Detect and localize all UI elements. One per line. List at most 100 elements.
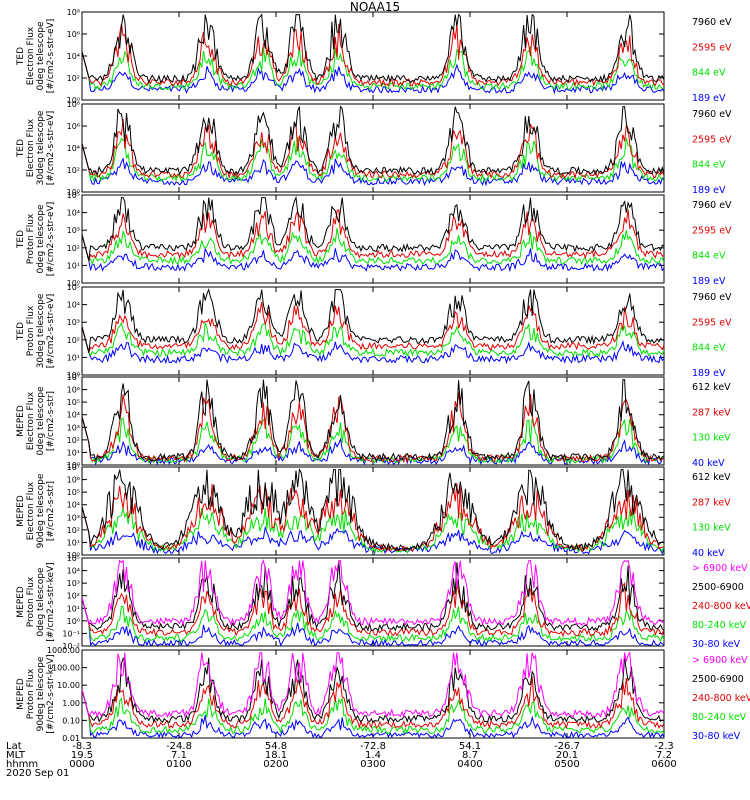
plot-frame bbox=[81, 649, 665, 739]
y-tick-label: 10³ bbox=[67, 513, 80, 522]
series-line-green bbox=[81, 321, 665, 358]
legend-entry: 189 eV bbox=[692, 368, 726, 379]
y-tick-label: 10⁶ bbox=[67, 386, 80, 395]
x-tick-label: 0600 bbox=[651, 759, 676, 770]
series-line-black bbox=[81, 195, 665, 261]
series-line-black bbox=[81, 561, 665, 632]
series-line-black bbox=[81, 468, 665, 552]
legend-entry: 189 eV bbox=[692, 185, 726, 196]
series-line-red bbox=[81, 118, 665, 180]
legend-entry: 189 eV bbox=[692, 93, 726, 104]
legend-entry: 844 eV bbox=[692, 68, 726, 79]
y-tick-label: 10⁴ bbox=[67, 301, 80, 310]
y-tick-label: 10⁶ bbox=[67, 122, 80, 131]
y-tick-label: 10⁷ bbox=[67, 463, 80, 472]
y-axis-label: 90deg telescope bbox=[36, 656, 46, 731]
y-tick-label: 10⁵ bbox=[67, 488, 80, 497]
y-axis-label: TED bbox=[16, 322, 26, 341]
legend-entry: 30-80 keV bbox=[692, 731, 741, 742]
y-tick-label: 10⁰ bbox=[67, 188, 80, 197]
x-axis-labels: Lat -8.3 -24.8 54.8 -72.8 54.1 -26.7 -2.3 MLT 19.… bbox=[6, 741, 677, 779]
legend-entry: 30-80 keV bbox=[692, 639, 741, 650]
y-tick-label: 10⁴ bbox=[67, 52, 80, 61]
legend-entry: 130 keV bbox=[692, 433, 731, 444]
y-tick-label: 10¹ bbox=[67, 448, 80, 457]
x-tick-label: 7.1 bbox=[171, 750, 187, 761]
y-axis-label: MEPED bbox=[16, 586, 26, 618]
y-tick-label: 10⁸ bbox=[67, 100, 80, 109]
y-tick-label: 1000.00 bbox=[47, 646, 80, 655]
legend-entry: > 6900 keV bbox=[692, 563, 748, 574]
legend-entry: 2595 eV bbox=[692, 134, 732, 145]
y-tick-label: 10² bbox=[67, 166, 80, 175]
y-axis-label: [#/cm2-s-str-eV] bbox=[46, 294, 56, 369]
y-tick-label: 10⁴ bbox=[67, 144, 80, 153]
x-tick-label: -26.7 bbox=[554, 741, 580, 752]
y-axis-label: MEPED bbox=[16, 405, 26, 437]
legend-entry: 189 eV bbox=[692, 276, 726, 287]
y-tick-label: 10¹ bbox=[67, 604, 80, 613]
y-axis-label: 30deg telescope bbox=[36, 110, 46, 185]
series-line-magenta bbox=[81, 559, 665, 627]
y-tick-label: 100.00 bbox=[52, 664, 80, 673]
panel-5: 10⁰ 10¹ 10² 10³ 10⁴ 10⁵ 10⁶ 10⁷ MEPED Electron Fl… bbox=[16, 373, 731, 470]
legend-entry: 2500-6900 bbox=[692, 674, 744, 685]
y-tick-label: 10⁵ bbox=[67, 398, 80, 407]
legend-entry: 240-800 keV bbox=[692, 601, 750, 612]
panel-7: 10⁻² 10⁻¹ 10⁰ 10¹ 10² 10³ 10⁴ 10⁵ MEPED Proton Fl… bbox=[16, 554, 750, 651]
y-axis-label: 30deg telescope bbox=[36, 293, 46, 368]
y-tick-label: 10² bbox=[67, 526, 80, 535]
y-tick-label: 10⁸ bbox=[67, 8, 80, 17]
x-tick-label: -2.3 bbox=[654, 741, 674, 752]
series-line-black bbox=[81, 656, 665, 724]
panel-6: 10⁰ 10¹ 10² 10³ 10⁴ 10⁵ 10⁶ 10⁷ MEPED Electron Fl… bbox=[16, 463, 731, 560]
legend-entry: 130 keV bbox=[692, 523, 731, 534]
x-tick-label: 0100 bbox=[166, 759, 191, 770]
y-tick-label: 10³ bbox=[67, 226, 80, 235]
x-tick-label: 0500 bbox=[554, 759, 579, 770]
legend-entry: 240-800 keV bbox=[692, 693, 750, 704]
y-axis-label: [#/cm2-s-str-eV] bbox=[46, 111, 56, 186]
y-tick-label: 10⁰ bbox=[67, 279, 80, 288]
x-tick-label: 0300 bbox=[360, 759, 385, 770]
y-tick-label: 10³ bbox=[67, 579, 80, 588]
y-tick-label: 10² bbox=[67, 436, 80, 445]
y-axis-label: TED bbox=[16, 230, 26, 249]
y-tick-label: 10.00 bbox=[57, 681, 80, 690]
y-axis-label: Proton Flux bbox=[26, 576, 36, 627]
x-tick-label: 8.7 bbox=[462, 750, 478, 761]
legend-entry: > 6900 keV bbox=[692, 655, 748, 666]
y-tick-label: 10¹ bbox=[67, 538, 80, 547]
panel-2: 10⁰ 10² 10⁴ 10⁶ 10⁸ TED Electron Flux 30deg tel… bbox=[16, 100, 732, 197]
x-tick-label: 7.2 bbox=[656, 750, 672, 761]
y-tick-label: 10⁰ bbox=[67, 371, 80, 380]
legend-entry: 612 keV bbox=[692, 472, 731, 483]
y-axis-label: [#/cm2-s-str-eV] bbox=[46, 202, 56, 277]
series-line-blue bbox=[81, 143, 665, 187]
series-line-green bbox=[81, 597, 665, 643]
x-row-label: MLT bbox=[6, 750, 26, 761]
legend-entry: 40 keV bbox=[692, 548, 725, 559]
series-line-blue bbox=[81, 234, 665, 273]
y-axis-label: TED bbox=[16, 139, 26, 158]
series-line-blue bbox=[81, 689, 665, 739]
y-tick-label: 0.01 bbox=[62, 734, 80, 743]
y-axis-label: [#/cm2-s-str-keV] bbox=[46, 562, 56, 641]
series-line-red bbox=[81, 209, 665, 263]
y-axis-label: Proton Flux bbox=[26, 213, 36, 264]
y-tick-label: 10⁴ bbox=[67, 411, 80, 420]
y-tick-label: 10⁵ bbox=[67, 554, 80, 563]
panel-3: 10⁰ 10¹ 10² 10³ 10⁴ 10⁵ TED Proton Flux 0deg tel… bbox=[16, 191, 732, 288]
x-tick-label: 54.8 bbox=[265, 741, 287, 752]
series-line-green bbox=[81, 46, 665, 91]
series-line-green bbox=[81, 689, 665, 735]
y-axis-label: [#/cm2-s-str] bbox=[46, 481, 56, 541]
legend-entry: 287 keV bbox=[692, 407, 731, 418]
series-line-black bbox=[81, 13, 665, 84]
y-tick-label: 10² bbox=[67, 592, 80, 601]
y-axis-label: TED bbox=[16, 47, 26, 66]
x-tick-label: -8.3 bbox=[72, 741, 92, 752]
y-tick-label: 10⁰ bbox=[67, 551, 80, 560]
y-axis-label: [#/cm2-s-str-eV] bbox=[46, 19, 56, 94]
